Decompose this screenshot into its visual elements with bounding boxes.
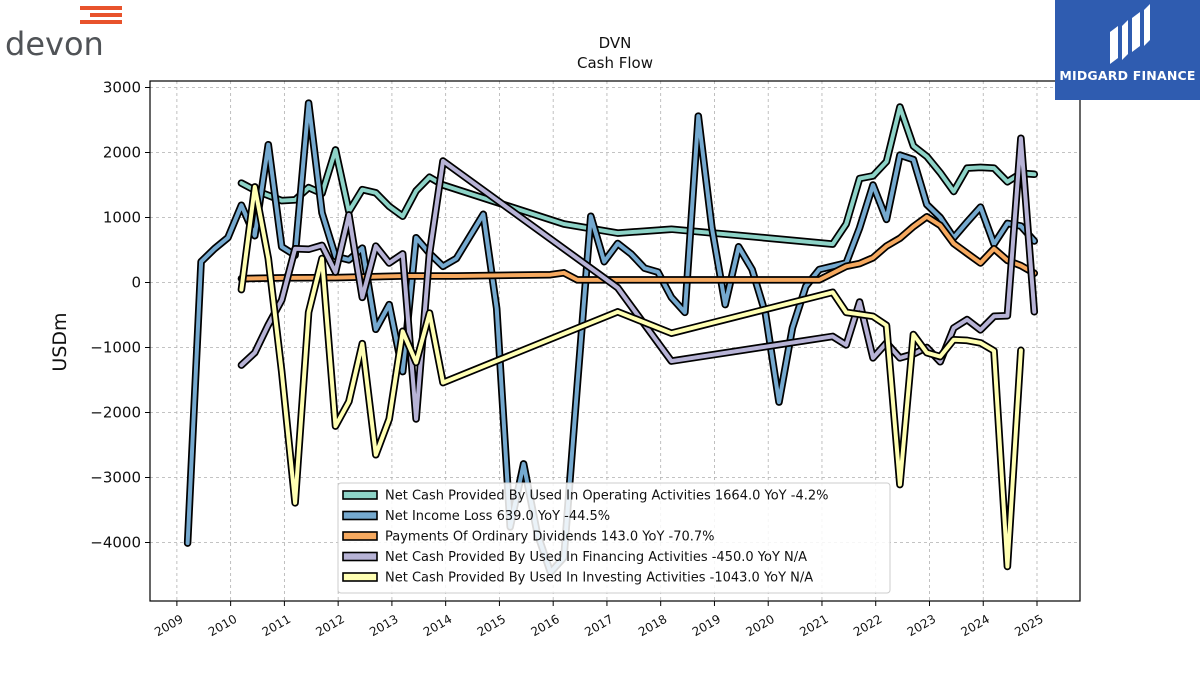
legend-swatch-operating <box>342 490 378 500</box>
legend-label-investing: Net Cash Provided By Used In Investing A… <box>385 571 813 586</box>
x-tick-label: 2011 <box>260 612 293 639</box>
x-tick-label: 2025 <box>1012 612 1045 639</box>
devon-logo: devon <box>5 6 126 63</box>
y-tick-label: −3000 <box>90 469 141 487</box>
plot-frame <box>149 80 1081 602</box>
x-tick-label: 2024 <box>959 612 992 639</box>
x-tick-label: 2015 <box>475 612 508 639</box>
x-tick-label: 2020 <box>743 612 776 639</box>
x-tick-label: 2021 <box>797 612 830 639</box>
y-axis-label: USDm <box>49 312 71 371</box>
x-tick-label: 2019 <box>690 612 723 639</box>
legend-label-operating: Net Cash Provided By Used In Operating A… <box>385 489 828 504</box>
midgard-finance-logo: MIDGARD FINANCE <box>1055 0 1200 100</box>
x-tick-label: 2014 <box>421 612 454 639</box>
x-tick-label: 2012 <box>313 612 346 639</box>
legend-swatch-dividends <box>342 531 378 541</box>
legend-swatch-net_income <box>342 510 378 521</box>
midgard-finance-text: MIDGARD FINANCE <box>1059 68 1196 83</box>
midgard-emblem-icon <box>1110 4 1150 64</box>
legend-label-net_income: Net Income Loss 639.0 YoY -44.5% <box>385 509 610 524</box>
legend-label-dividends: Payments Of Ordinary Dividends 143.0 YoY… <box>385 530 715 545</box>
x-tick-label: 2016 <box>528 612 561 639</box>
x-tick-label: 2010 <box>206 612 239 639</box>
legend-box <box>337 482 891 594</box>
y-tick-label: 2000 <box>103 144 141 162</box>
x-tick-label: 2022 <box>851 612 884 639</box>
x-tick-label: 2009 <box>152 612 185 639</box>
chart-title: DVN <box>599 34 632 52</box>
legend-swatch-investing <box>342 572 378 582</box>
devon-logo-text: devon <box>6 25 104 62</box>
legend-swatch-financing <box>342 551 378 562</box>
series-line-investing <box>239 184 1023 569</box>
chart-subtitle: Cash Flow <box>577 54 653 72</box>
x-tick-label: 2013 <box>367 612 400 639</box>
y-tick-label: −1000 <box>90 339 141 357</box>
x-tick-label: 2018 <box>636 612 669 639</box>
y-tick-label: 0 <box>131 274 141 292</box>
series-lines <box>183 99 1039 577</box>
y-tick-label: 3000 <box>103 79 141 97</box>
y-tick-label: 1000 <box>103 209 141 227</box>
legend-label-financing: Net Cash Provided By Used In Financing A… <box>385 550 807 565</box>
y-tick-label: −2000 <box>90 404 141 422</box>
series-line-net_income <box>185 101 1037 575</box>
x-tick-label: 2017 <box>582 612 615 639</box>
x-tick-label: 2023 <box>905 612 938 639</box>
legend: Net Cash Provided By Used In Operating A… <box>337 482 891 594</box>
y-tick-label: −4000 <box>90 534 141 552</box>
devon-logo-mark: devon <box>5 6 122 63</box>
series-line-dividends <box>239 214 1037 282</box>
